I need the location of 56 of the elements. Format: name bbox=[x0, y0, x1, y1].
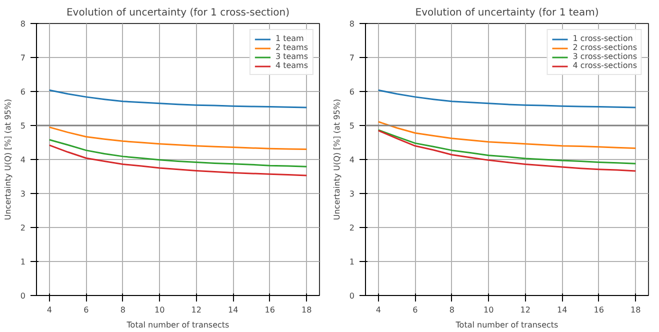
line-series bbox=[48, 126, 308, 150]
line-series bbox=[48, 144, 308, 176]
y-tick-label: 8 bbox=[349, 20, 355, 28]
y-tick-label: 8 bbox=[20, 20, 26, 28]
line-series bbox=[378, 129, 636, 164]
y-tick-label: 0 bbox=[349, 292, 355, 300]
chart-title: Evolution of uncertainty (for 1 cross-section) bbox=[66, 8, 290, 18]
y-tick-label: 6 bbox=[349, 88, 355, 96]
x-tick-label: 4 bbox=[46, 306, 52, 314]
x-axis-title: Total number of transects bbox=[454, 320, 558, 330]
x-tick-label: 18 bbox=[630, 306, 641, 314]
x-tick-label: 18 bbox=[302, 306, 312, 314]
legend-label: 4 cross-sections bbox=[572, 61, 637, 70]
y-tick-label: 2 bbox=[20, 224, 26, 232]
chart-title: Evolution of uncertainty (for 1 team) bbox=[415, 8, 599, 18]
y-tick-label: 4 bbox=[349, 156, 355, 164]
y-tick-label: 7 bbox=[20, 54, 26, 62]
line-series bbox=[378, 89, 636, 108]
x-tick-label: 14 bbox=[228, 306, 238, 314]
y-tick-label: 3 bbox=[20, 190, 26, 198]
x-tick-label: 8 bbox=[449, 306, 454, 314]
legend-label: 1 cross-section bbox=[572, 34, 633, 43]
x-tick-label: 12 bbox=[520, 306, 530, 314]
legend-label: 3 teams bbox=[275, 52, 308, 61]
y-tick-label: 0 bbox=[20, 292, 26, 300]
y-axis-title: Uncertainty U(Q) [%] (at 95%) bbox=[3, 98, 12, 220]
line-series bbox=[378, 121, 636, 150]
x-tick-label: 6 bbox=[412, 306, 418, 314]
line-series bbox=[48, 89, 308, 108]
y-tick-label: 6 bbox=[20, 88, 26, 96]
x-tick-label: 12 bbox=[191, 306, 202, 314]
y-tick-label: 1 bbox=[349, 258, 355, 266]
y-axis-title: Uncertainty U(Q) [%] (at 95%) bbox=[332, 98, 342, 220]
y-tick-label: 1 bbox=[20, 258, 26, 266]
y-tick-label: 4 bbox=[20, 156, 26, 164]
y-tick-label: 5 bbox=[20, 122, 26, 130]
legend-label: 1 team bbox=[275, 34, 304, 43]
x-tick-label: 14 bbox=[557, 306, 568, 314]
legend-label: 3 cross-sections bbox=[572, 52, 637, 61]
x-tick-label: 6 bbox=[84, 306, 89, 314]
y-tick-label: 5 bbox=[349, 122, 355, 130]
x-tick-label: 8 bbox=[120, 306, 126, 314]
line-series bbox=[48, 139, 308, 168]
line-series bbox=[378, 130, 636, 172]
legend-label: 2 cross-sections bbox=[572, 43, 637, 52]
x-tick-label: 4 bbox=[376, 306, 381, 314]
x-tick-label: 10 bbox=[154, 306, 165, 314]
x-tick-label: 16 bbox=[594, 306, 604, 314]
x-tick-label: 16 bbox=[264, 306, 275, 314]
x-tick-label: 10 bbox=[484, 306, 494, 314]
y-tick-label: 3 bbox=[349, 190, 355, 198]
y-tick-label: 7 bbox=[349, 54, 355, 62]
x-axis-title: Total number of transects bbox=[126, 320, 230, 330]
y-tick-label: 2 bbox=[349, 224, 355, 232]
legend-label: 4 teams bbox=[275, 61, 308, 70]
legend-label: 2 teams bbox=[275, 43, 308, 52]
